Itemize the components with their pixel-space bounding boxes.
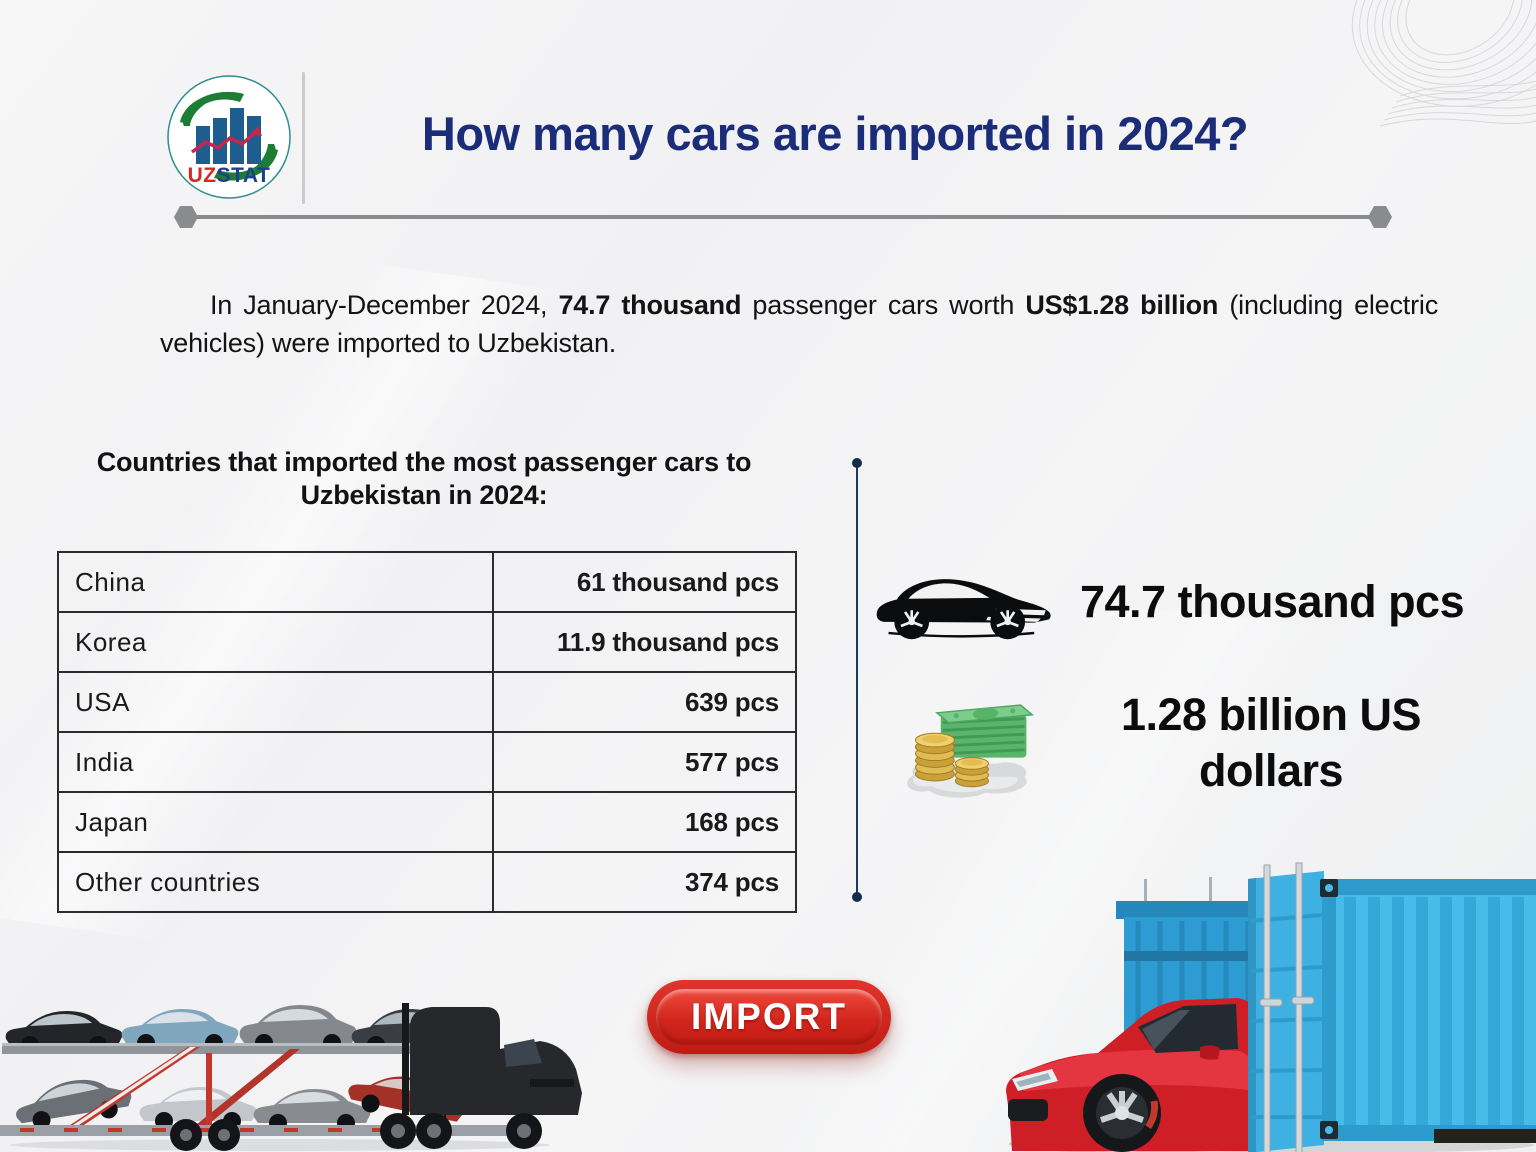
table-row: Korea 11.9 thousand pcs [56, 611, 797, 673]
imports-table: China 61 thousand pcs Korea 11.9 thousan… [56, 551, 797, 913]
table-heading: Countries that imported the most passeng… [96, 447, 752, 510]
value-cell: 11.9 thousand pcs [492, 611, 797, 673]
value-cell: 61 thousand pcs [492, 551, 797, 613]
car-icon [876, 579, 1051, 640]
value-cell: 374 pcs [492, 851, 797, 913]
country-cell: Japan [56, 791, 495, 853]
table-row: Other countries 374 pcs [56, 851, 797, 913]
section-divider [174, 206, 1392, 228]
logo-wordmark: UZSTAT [166, 164, 292, 188]
country-cell: Other countries [56, 851, 495, 913]
table-row: China 61 thousand pcs [56, 551, 797, 613]
import-button[interactable]: IMPORT [647, 980, 891, 1054]
vertical-accent-line [852, 458, 862, 902]
uzstat-logo: UZSTAT [166, 72, 316, 206]
value-cell: 639 pcs [492, 671, 797, 733]
intro-value: US$1.28 billion [1025, 290, 1219, 320]
swirl-decoration [1351, 0, 1536, 127]
country-cell: China [56, 551, 495, 613]
value-cell: 168 pcs [492, 791, 797, 853]
logo-divider [302, 72, 305, 204]
intro-paragraph: In January-December 2024, 74.7 thousand … [160, 286, 1438, 363]
intro-cars-count: 74.7 thousand [558, 290, 742, 320]
logo-stat: STAT [216, 164, 271, 187]
import-button-face: IMPORT [656, 989, 882, 1045]
main-container [1320, 879, 1536, 1143]
cars-stat: 74.7 thousand pcs [872, 550, 1522, 654]
cars-stat-value: 74.7 thousand pcs [1080, 576, 1465, 627]
intro-seg: (including electric vehicles) were impor… [160, 290, 1438, 359]
car-carrier-truck-illustration [0, 1003, 582, 1151]
shipping-container-illustration [1006, 862, 1536, 1152]
container-door [1248, 862, 1324, 1152]
money-icon [907, 704, 1035, 798]
table-row: Japan 168 pcs [56, 791, 797, 853]
import-button-label: IMPORT [691, 996, 847, 1037]
country-cell: Korea [56, 611, 495, 673]
value-cell: 577 pcs [492, 731, 797, 793]
country-cell: India [56, 731, 495, 793]
table-row: USA 639 pcs [56, 671, 797, 733]
money-stat-value: 1.28 billion US dollars [1120, 688, 1422, 796]
intro-seg: In January-December 2024, [210, 290, 559, 320]
money-stat: 1.28 billion US dollars [896, 668, 1536, 818]
logo-uz: UZ [187, 164, 217, 187]
red-car [1006, 998, 1268, 1152]
logo-bars-icon [167, 75, 291, 199]
country-cell: USA [56, 671, 495, 733]
page-title: How many cars are imported in 2024? [421, 107, 1249, 160]
table-row: India 577 pcs [56, 731, 797, 793]
intro-seg: passenger cars worth [741, 290, 1026, 320]
